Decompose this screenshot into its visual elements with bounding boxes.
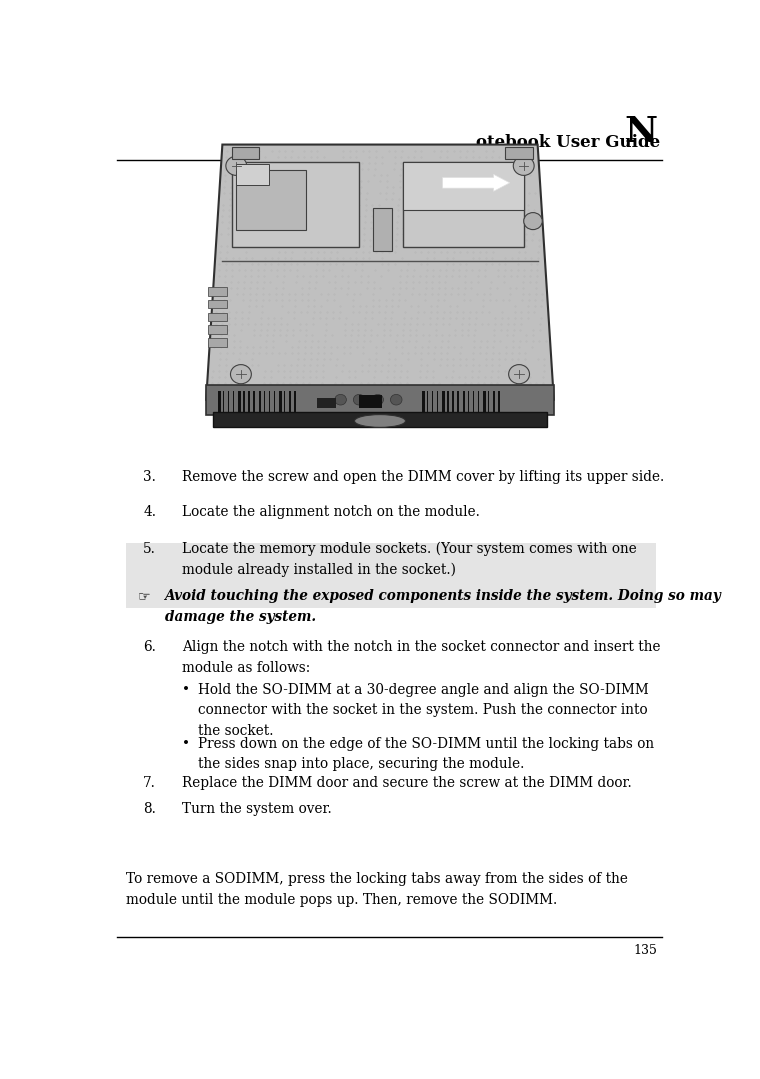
Text: Replace the DIMM door and secure the screw at the DIMM door.: Replace the DIMM door and secure the scr… <box>182 776 632 790</box>
Bar <box>208 300 227 309</box>
Bar <box>427 392 428 412</box>
Bar <box>208 313 227 322</box>
Text: 5.: 5. <box>144 542 156 556</box>
Bar <box>228 392 230 412</box>
Circle shape <box>391 395 402 405</box>
Text: •: • <box>182 737 190 751</box>
Bar <box>289 392 290 412</box>
Bar <box>264 392 265 412</box>
Bar <box>505 147 533 160</box>
Bar <box>318 397 336 408</box>
Bar <box>223 392 224 412</box>
Bar <box>238 392 241 412</box>
Circle shape <box>230 365 252 384</box>
Bar <box>373 208 391 251</box>
Text: To remove a SODIMM, press the locking tabs away from the sides of the
module unt: To remove a SODIMM, press the locking ta… <box>125 872 628 906</box>
Bar <box>437 392 439 412</box>
Text: Remove the screw and open the DIMM cover by lifting its upper side.: Remove the screw and open the DIMM cover… <box>182 470 664 484</box>
Bar <box>422 392 425 412</box>
Text: 6.: 6. <box>144 641 156 655</box>
Bar <box>359 396 382 408</box>
Bar <box>294 392 296 412</box>
Bar <box>243 392 245 412</box>
Text: Avoid touching the exposed components inside the system. Doing so may
damage the: Avoid touching the exposed components in… <box>164 589 721 624</box>
Circle shape <box>226 156 247 176</box>
Bar <box>284 392 286 412</box>
Text: Press down on the edge of the SO-DIMM until the locking tabs on
the sides snap i: Press down on the edge of the SO-DIMM un… <box>198 737 654 771</box>
Bar <box>258 392 261 412</box>
Bar <box>478 392 480 412</box>
Text: Turn the system over.: Turn the system over. <box>182 803 332 817</box>
Text: otebook User Guide: otebook User Guide <box>477 134 660 151</box>
Bar <box>249 392 250 412</box>
Bar <box>493 392 495 412</box>
Text: Locate the memory module sockets. (Your system comes with one
module already ins: Locate the memory module sockets. (Your … <box>182 542 637 577</box>
Bar <box>447 392 448 412</box>
Text: 135: 135 <box>634 944 657 957</box>
Bar <box>218 392 220 412</box>
Circle shape <box>335 395 347 405</box>
Circle shape <box>513 156 534 176</box>
Bar <box>236 170 306 230</box>
Bar <box>458 392 459 412</box>
Circle shape <box>372 395 384 405</box>
Bar <box>213 412 547 427</box>
Text: Align the notch with the notch in the socket connector and insert the
module as : Align the notch with the notch in the so… <box>182 641 660 675</box>
Bar <box>452 392 454 412</box>
Bar <box>463 392 465 412</box>
Bar <box>279 392 282 412</box>
Bar <box>467 392 469 412</box>
Bar <box>403 162 524 210</box>
Text: N: N <box>625 114 657 149</box>
Ellipse shape <box>354 414 406 427</box>
Bar <box>488 392 489 412</box>
Text: 4.: 4. <box>144 505 157 519</box>
Bar <box>403 162 524 247</box>
Text: Locate the alignment notch on the module.: Locate the alignment notch on the module… <box>182 505 480 519</box>
Bar <box>232 147 259 160</box>
Bar <box>253 392 255 412</box>
Circle shape <box>508 365 530 384</box>
Circle shape <box>524 213 543 230</box>
Polygon shape <box>206 145 554 399</box>
Bar <box>208 338 227 346</box>
FancyArrow shape <box>442 175 510 191</box>
Bar <box>206 385 554 414</box>
Bar <box>483 392 486 412</box>
Bar <box>232 162 359 247</box>
Text: 8.: 8. <box>144 803 156 817</box>
Bar <box>233 392 234 412</box>
Circle shape <box>353 395 365 405</box>
Bar <box>274 392 275 412</box>
Bar <box>473 392 474 412</box>
Text: ☞: ☞ <box>138 589 150 603</box>
FancyBboxPatch shape <box>125 543 656 609</box>
Bar <box>236 164 269 185</box>
Text: 7.: 7. <box>144 776 156 790</box>
Text: Hold the SO-DIMM at a 30-degree angle and align the SO-DIMM
connector with the s: Hold the SO-DIMM at a 30-degree angle an… <box>198 683 649 738</box>
Text: •: • <box>182 683 190 697</box>
Text: 3.: 3. <box>144 470 156 484</box>
Bar <box>432 392 433 412</box>
Bar <box>208 287 227 296</box>
Bar <box>442 392 445 412</box>
Bar <box>208 325 227 333</box>
Bar <box>269 392 270 412</box>
